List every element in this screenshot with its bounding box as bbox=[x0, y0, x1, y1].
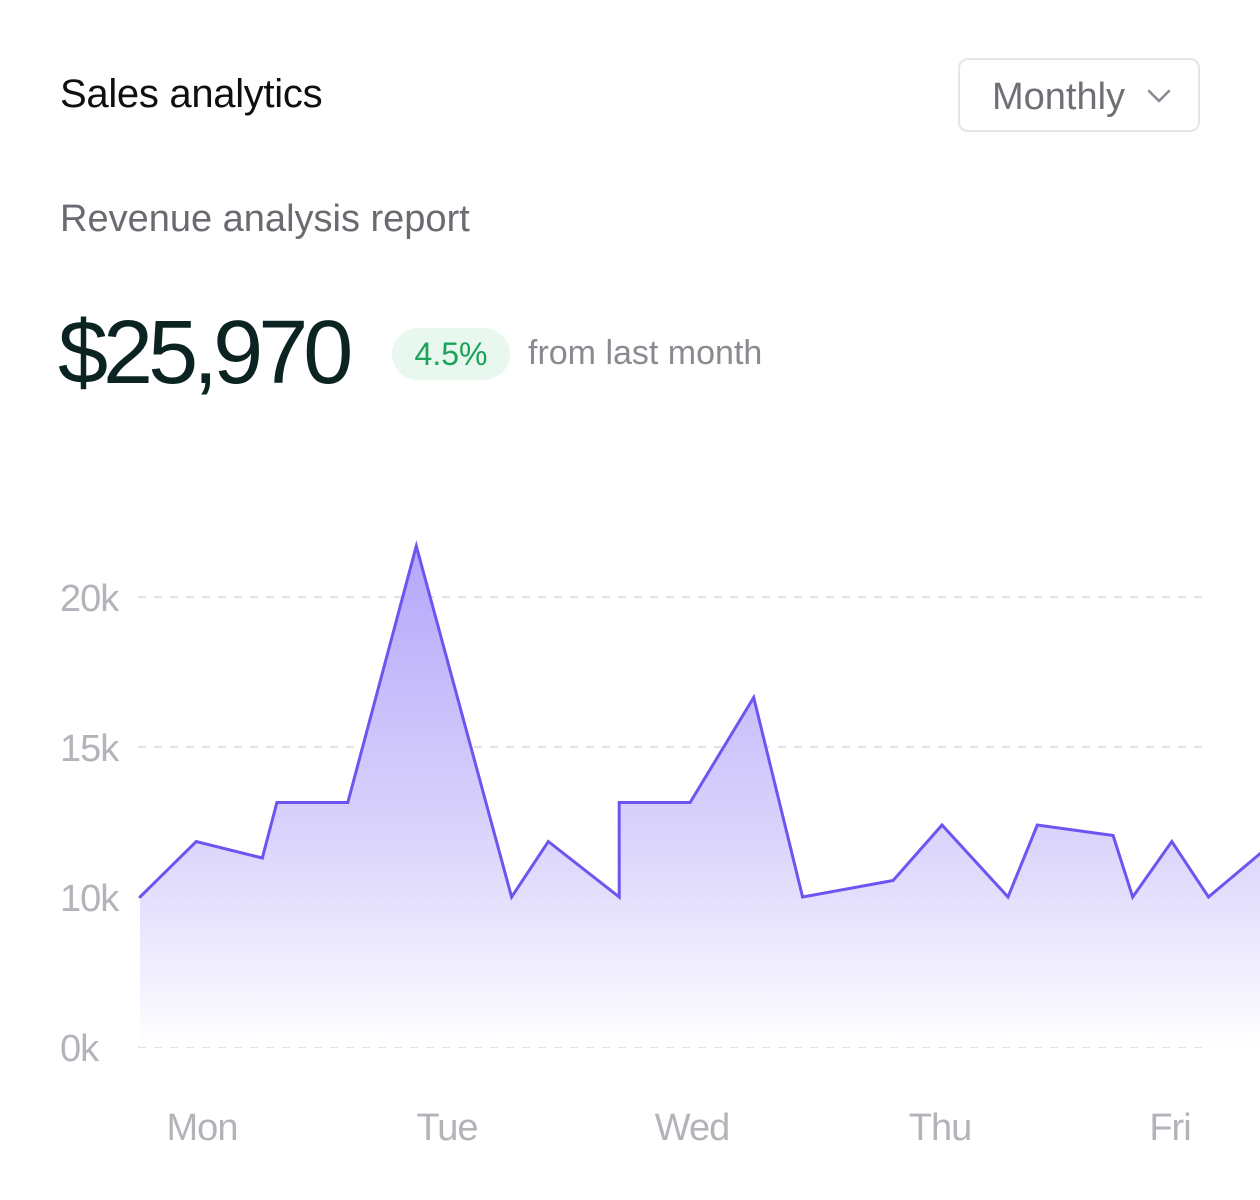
data-point bbox=[275, 801, 279, 804]
x-tick-label: Mon bbox=[167, 1107, 238, 1149]
y-tick-label: 20k bbox=[60, 578, 120, 620]
report-subtitle: Revenue analysis report bbox=[60, 198, 470, 240]
data-point bbox=[194, 840, 198, 843]
period-select-value: Monthly bbox=[992, 76, 1126, 118]
data-point bbox=[752, 696, 756, 699]
data-point bbox=[346, 801, 350, 804]
y-tick-label: 0k bbox=[60, 1028, 100, 1070]
data-point bbox=[688, 801, 692, 804]
x-tick-label: Thu bbox=[909, 1107, 971, 1149]
data-point bbox=[1111, 834, 1115, 837]
chevron-down-icon bbox=[1147, 89, 1171, 103]
data-point bbox=[617, 801, 621, 804]
data-point bbox=[1035, 823, 1039, 827]
change-caption: from last month bbox=[528, 334, 763, 372]
period-select[interactable]: Monthly bbox=[958, 58, 1200, 132]
x-tick-label: Fri bbox=[1149, 1107, 1190, 1149]
data-point bbox=[510, 895, 513, 899]
data-point bbox=[138, 895, 142, 899]
data-point bbox=[1006, 895, 1010, 899]
data-point bbox=[546, 840, 550, 843]
x-tick-label: Tue bbox=[416, 1107, 477, 1149]
card-title: Sales analytics bbox=[60, 72, 323, 116]
change-badge: 4.5% bbox=[392, 328, 510, 380]
data-point bbox=[801, 895, 804, 899]
revenue-area-fill bbox=[140, 546, 1260, 1047]
revenue-amount: $25,970 bbox=[58, 303, 353, 403]
data-point bbox=[260, 856, 264, 860]
data-point bbox=[1131, 895, 1135, 899]
data-point bbox=[1207, 895, 1210, 899]
y-tick-label: 15k bbox=[60, 728, 120, 770]
data-point bbox=[940, 823, 944, 827]
y-tick-label: 10k bbox=[60, 878, 120, 920]
data-point bbox=[1170, 840, 1174, 843]
x-tick-label: Wed bbox=[655, 1107, 729, 1149]
data-point bbox=[617, 895, 621, 899]
data-point bbox=[414, 544, 418, 548]
data-point bbox=[891, 879, 895, 882]
